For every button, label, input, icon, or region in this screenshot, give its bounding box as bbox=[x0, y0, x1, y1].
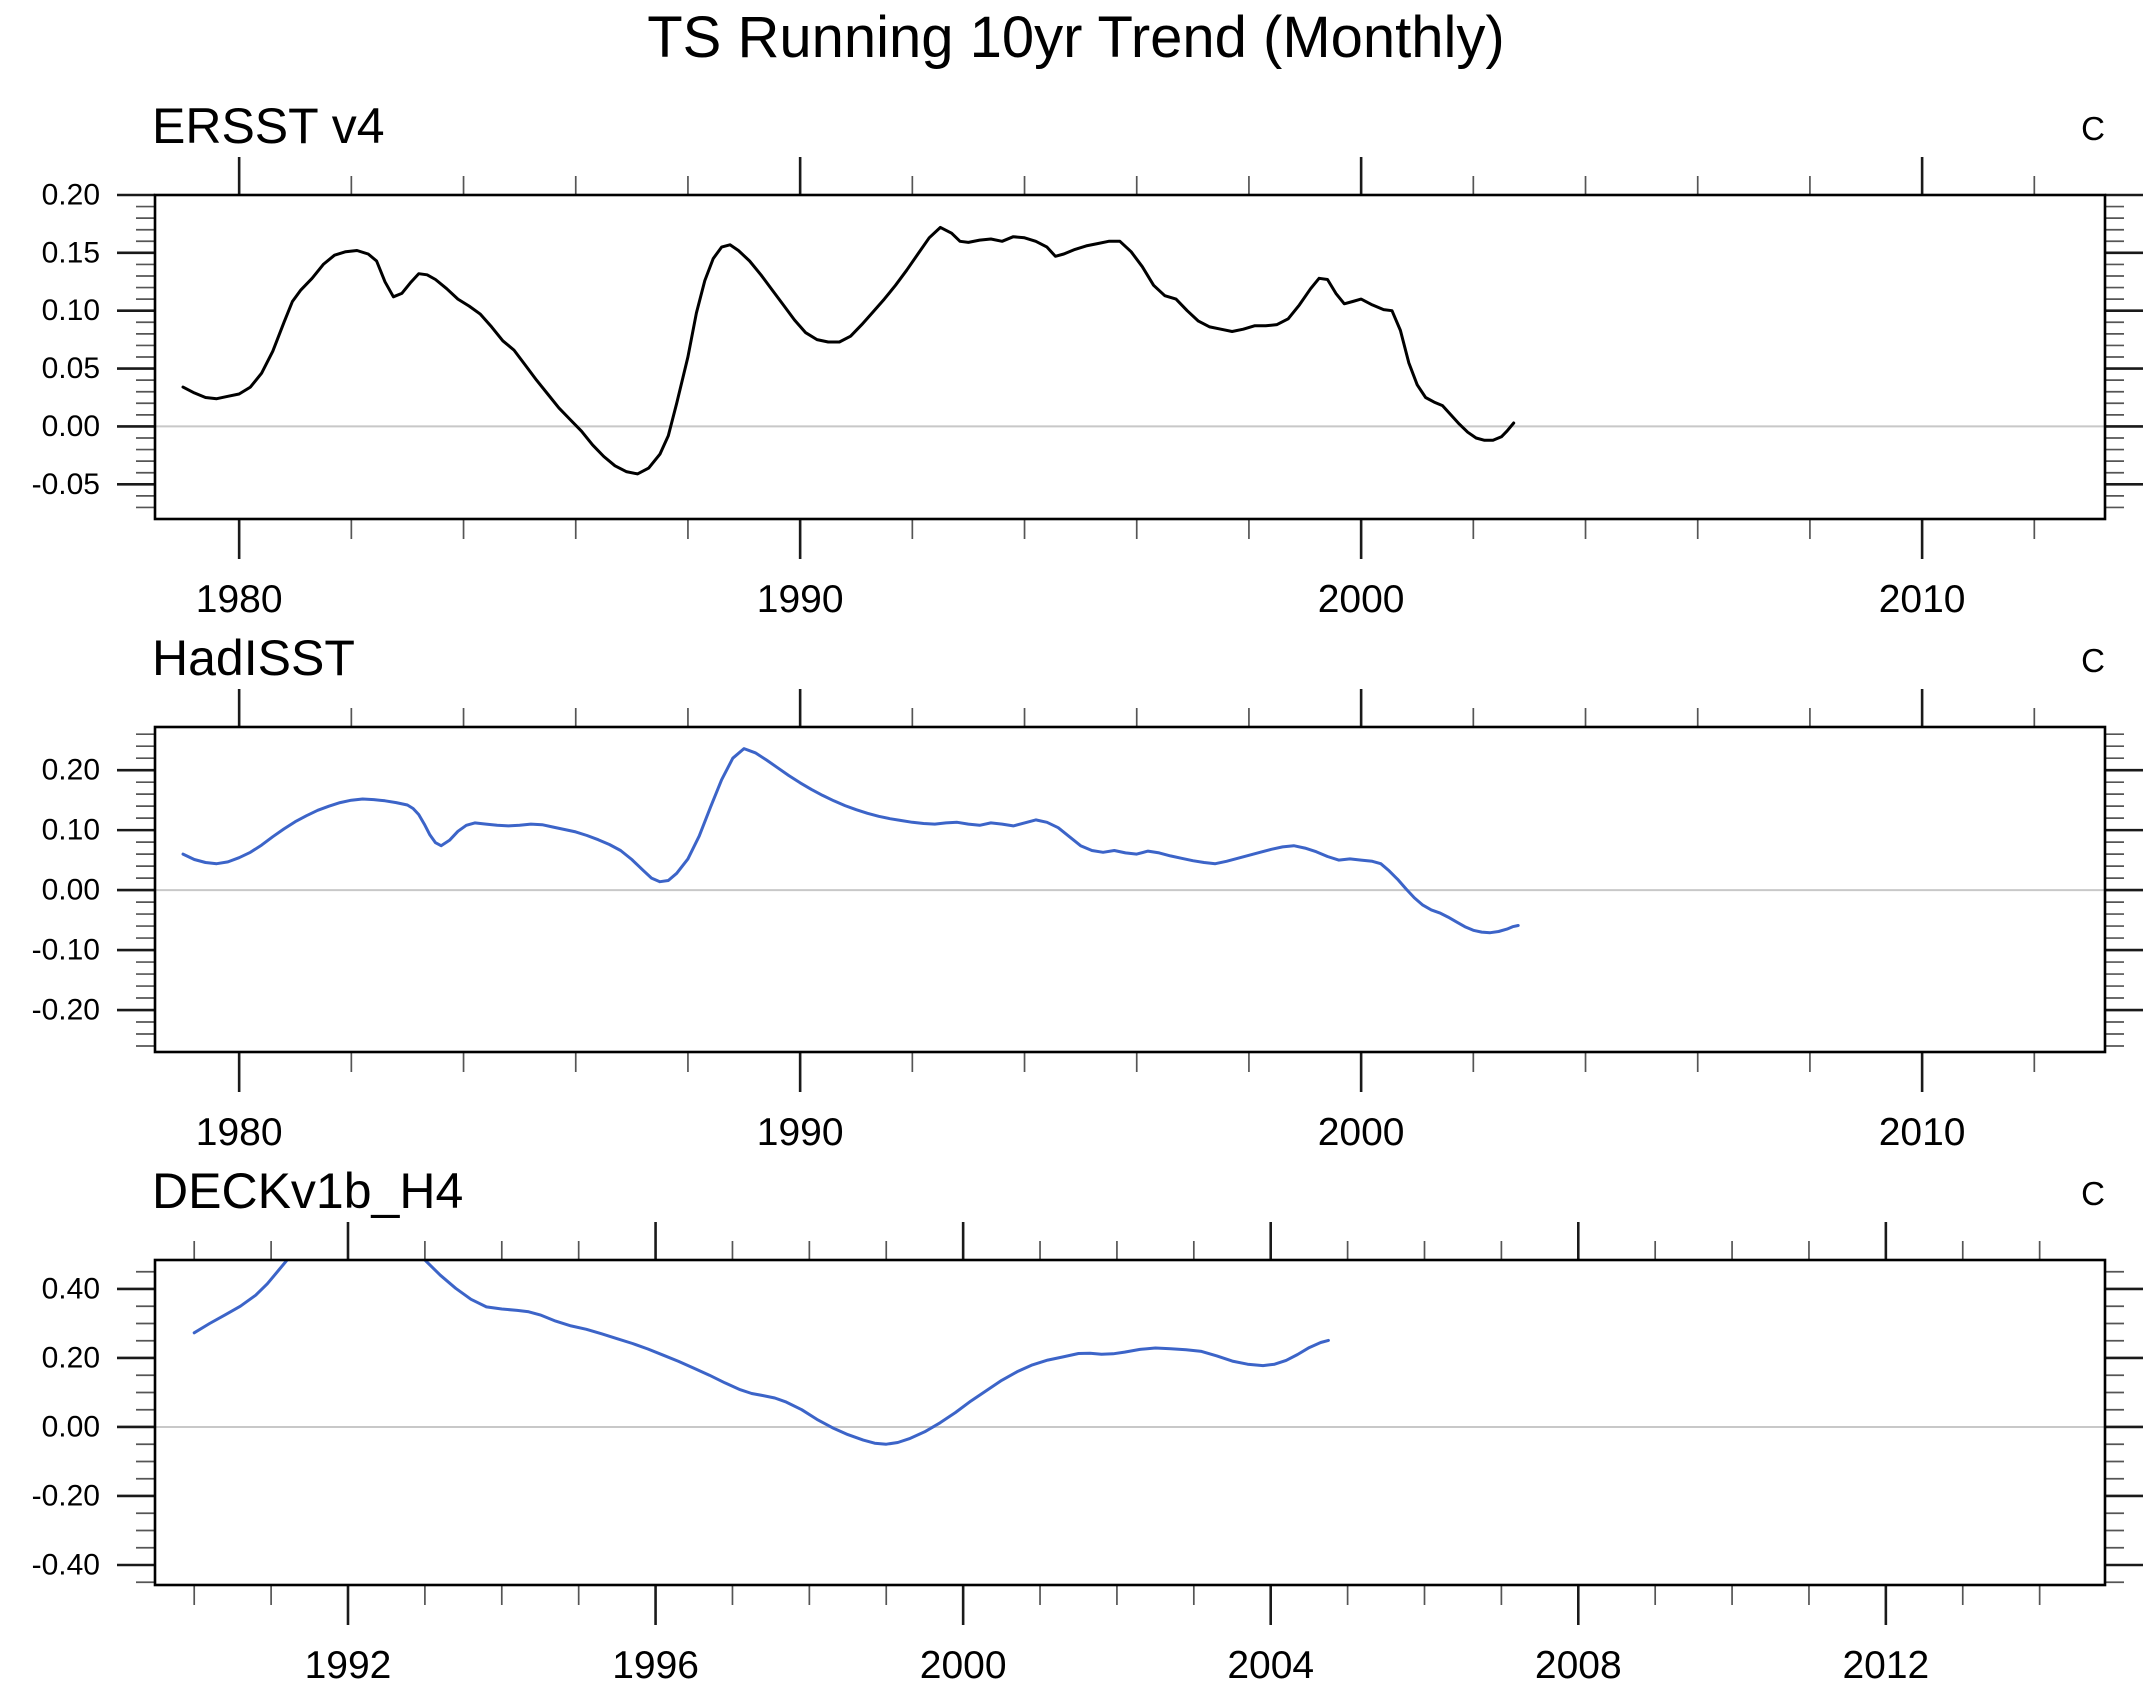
chart-hadisst: 1980 1990 2000 2010 0.20 0.10 0.00 -0.10 -0.20 bbox=[32, 689, 2143, 1154]
svg-text:0.40: 0.40 bbox=[42, 1272, 100, 1305]
svg-text:2010: 2010 bbox=[1879, 1111, 1966, 1154]
x-minor-ticks bbox=[350, 176, 2036, 539]
x-axis-labels: 1992 1996 2000 2004 2008 2012 bbox=[305, 1644, 1930, 1685]
x-axis-labels: 1980 1990 2000 2010 bbox=[196, 1111, 1966, 1154]
unit-label-celsius-panel1: C bbox=[2081, 110, 2105, 147]
svg-text:2004: 2004 bbox=[1227, 1644, 1314, 1685]
x-major-ticks bbox=[346, 1222, 1888, 1625]
unit-label-celsius-panel3: C bbox=[2081, 1175, 2105, 1212]
svg-text:1992: 1992 bbox=[305, 1644, 392, 1685]
y-axis-labels: 0.40 0.20 0.00 -0.20 -0.40 bbox=[32, 1272, 100, 1581]
panel-title-hadisst: HadISST bbox=[152, 630, 355, 686]
svg-text:1990: 1990 bbox=[757, 1111, 844, 1154]
svg-text:0.20: 0.20 bbox=[42, 179, 100, 212]
svg-text:0.15: 0.15 bbox=[42, 236, 100, 269]
y-minor-ticks bbox=[136, 733, 2124, 1047]
y-minor-ticks bbox=[136, 1270, 2124, 1584]
page-title: TS Running 10yr Trend (Monthly) bbox=[647, 5, 1505, 70]
svg-text:2000: 2000 bbox=[1318, 578, 1405, 621]
x-major-ticks bbox=[237, 689, 1924, 1092]
svg-text:-0.05: -0.05 bbox=[32, 468, 100, 501]
svg-text:1990: 1990 bbox=[757, 578, 844, 621]
unit-label-celsius-panel2: C bbox=[2081, 642, 2105, 679]
svg-text:2008: 2008 bbox=[1535, 1644, 1622, 1685]
y-major-ticks bbox=[117, 193, 2143, 486]
svg-text:2000: 2000 bbox=[920, 1644, 1007, 1685]
y-axis-labels: 0.20 0.10 0.00 -0.10 -0.20 bbox=[32, 754, 100, 1027]
svg-text:-0.20: -0.20 bbox=[32, 1479, 100, 1512]
svg-text:0.10: 0.10 bbox=[42, 814, 100, 847]
svg-text:2012: 2012 bbox=[1842, 1644, 1929, 1685]
panel-title-ersst-v4: ERSST v4 bbox=[152, 98, 385, 154]
svg-text:0.20: 0.20 bbox=[42, 754, 100, 787]
svg-text:0.20: 0.20 bbox=[42, 1341, 100, 1374]
plot-frame bbox=[153, 725, 2107, 1054]
svg-text:0.00: 0.00 bbox=[42, 874, 100, 907]
y-major-ticks bbox=[117, 1287, 2143, 1567]
data-line-deckv1b-h4 bbox=[192, 1260, 1330, 1446]
chart-deckv1b-h4: 1992 1996 2000 2004 2008 2012 0.40 0.20 0.00 -0.2… bbox=[32, 1222, 2143, 1685]
x-axis-labels: 1980 1990 2000 2010 bbox=[196, 578, 1966, 621]
svg-text:2000: 2000 bbox=[1318, 1111, 1405, 1154]
x-minor-ticks bbox=[193, 1241, 2041, 1605]
svg-text:-0.20: -0.20 bbox=[32, 994, 100, 1027]
y-axis-labels: 0.20 0.15 0.10 0.05 0.00 -0.05 bbox=[32, 179, 100, 501]
x-major-ticks bbox=[237, 157, 1924, 559]
panel-title-deckv1b-h4: DECKv1b_H4 bbox=[152, 1163, 464, 1219]
svg-text:-0.10: -0.10 bbox=[32, 934, 100, 967]
svg-text:0.00: 0.00 bbox=[42, 1410, 100, 1443]
svg-text:0.05: 0.05 bbox=[42, 352, 100, 385]
data-line-ersst-v4 bbox=[181, 225, 1516, 476]
svg-text:2010: 2010 bbox=[1879, 578, 1966, 621]
y-minor-ticks bbox=[136, 205, 2124, 509]
x-minor-ticks bbox=[350, 708, 2036, 1072]
svg-text:1996: 1996 bbox=[612, 1644, 699, 1685]
plot-frame bbox=[153, 1258, 2107, 1587]
svg-text:-0.40: -0.40 bbox=[32, 1548, 100, 1581]
chart-ersst-v4: 1980 1990 2000 2010 0.20 0.15 0.10 0.05 0.00 -0.0… bbox=[32, 157, 2143, 621]
svg-text:1980: 1980 bbox=[196, 578, 283, 621]
svg-text:0.10: 0.10 bbox=[42, 294, 100, 327]
y-major-ticks bbox=[117, 768, 2143, 1012]
data-line-hadisst bbox=[181, 747, 1520, 935]
plot-frame bbox=[153, 193, 2107, 521]
svg-text:0.00: 0.00 bbox=[42, 410, 100, 443]
svg-text:1980: 1980 bbox=[196, 1111, 283, 1154]
